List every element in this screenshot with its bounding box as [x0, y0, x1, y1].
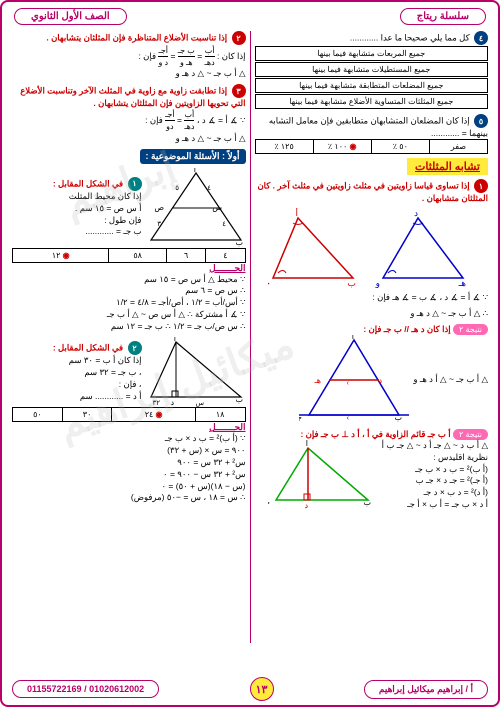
svg-text:هـ: هـ [458, 278, 467, 288]
svg-text:ب: ب [235, 395, 243, 404]
result-3: نتيجة ٢ أ ب جـ قائم الزاوية في أ ، أ د ⊥… [255, 429, 489, 511]
q5: ٥ إذا كان المضلعان المتشابهان متطابقين ف… [255, 114, 489, 154]
q5-opt-3: ١٢٥ ٪ [256, 140, 313, 153]
footer: أ / إبراهيم ميكائيل إبراهيم ١٣ 010206120… [2, 677, 498, 701]
svg-text:هـ: هـ [314, 376, 322, 385]
svg-text:٥: ٥ [175, 185, 179, 192]
result2-label: نتيجة ٢ [453, 324, 488, 335]
svg-text:٤: ٤ [222, 221, 226, 228]
p1-options: ٤٦٥٨◉ ١٢ [12, 248, 246, 263]
p2-solution: ∵ (أ ب)² = ب د × ب جـ ٩٠٠ = س × (س + ٣٢)… [12, 433, 246, 504]
problem-1: أبجـ سص ٤٥ ٤٣ ١ في الشكل المقابل : إذا ك… [12, 168, 246, 333]
grade-pill: الصف الأول الثانوي [14, 8, 127, 25]
q4-opt-3: جميع المثلثات المتساوية الأضلاع متشابهة … [255, 94, 489, 109]
svg-text:›: › [347, 415, 350, 422]
svg-text:س: س [212, 203, 222, 212]
svg-text:جـ: جـ [299, 413, 302, 422]
result3-label: نتيجة ٢ [453, 429, 488, 440]
content: ٤ كل مما يلي صحيحا ما عدا ............ ج… [6, 27, 494, 647]
page: إبراهيم ميكائيل إبراهيم سلسلة ريتاج الصف… [0, 0, 500, 707]
q5-opt-2: ◉ ١٠٠ ٪ [313, 140, 371, 153]
rule-1: ١ إذا تساوى قياسا زاويتين في مثلث زاويتي… [255, 179, 489, 204]
author-pill: أ / إبراهيم ميكائيل إبراهيم [364, 680, 488, 699]
result3-lines: △ أ ب د ~ △ جـ أ د ~ △ جـ ب أ نظرية اقلي… [382, 440, 488, 511]
result2-text: إذا كان د هـ // ب جـ فإن : [363, 324, 450, 334]
p2-solution-label: الحـــــــل [12, 422, 246, 433]
svg-text:أ: أ [352, 335, 354, 341]
svg-text:ب: ب [235, 238, 243, 247]
svg-text:٣: ٣ [157, 221, 161, 228]
rule2-number: ٢ [232, 31, 246, 45]
header: سلسلة ريتاج الصف الأول الثانوي [6, 6, 494, 27]
svg-text:ص: ص [154, 203, 164, 212]
rule1-text: إذا تساوى قياسا زاويتين في مثلث زاويتين … [257, 181, 488, 204]
rule2-text: إذا تناسبت الأضلاع المتناظرة فإن المثلثا… [46, 33, 227, 43]
rule1-number: ١ [474, 179, 488, 193]
rule-2: ٢ إذا تناسبت الأضلاع المتناظرة فإن المثل… [12, 31, 246, 80]
section-title: تشابه المثلثات [407, 158, 488, 175]
q5-opt-1: ٥٠ ٪ [371, 140, 429, 153]
svg-text:و: و [375, 278, 380, 288]
rule3-text: إذا تطابقت زاوية مع زاوية في المثلث الآخ… [20, 86, 245, 109]
svg-text:س: س [195, 400, 204, 407]
q4-opt-2: جميع المضلعات المتطابقة متشابهة فيما بين… [255, 78, 489, 93]
triangles-1: أ ب جـ د هـ و [268, 208, 488, 288]
triangle-right: أ ب جـ د [268, 440, 378, 510]
svg-text:ب: ب [395, 413, 403, 422]
svg-text:د: د [414, 208, 418, 218]
svg-text:أ: أ [193, 168, 195, 174]
problem-2: أبجـد س٣٢ ٢ في الشكل المقابل : إذا كان أ… [12, 337, 246, 504]
page-number: ١٣ [250, 677, 274, 701]
rule1-line-0: ∵ ∡ أ = ∡ د ، ∡ ب = ∡ هـ فإن : [255, 292, 489, 304]
q5-opt-0: صفر [429, 140, 487, 153]
series-pill: سلسلة ريتاج [400, 8, 486, 25]
svg-text:د: د [304, 501, 308, 510]
svg-text:د: د [379, 376, 383, 385]
triangle-nested: أ ب جـ د هـ › › [299, 335, 409, 425]
svg-text:جـ: جـ [268, 498, 270, 507]
phones-pill: 01020612002 / 01155722169 [12, 680, 159, 698]
svg-text:أ: أ [295, 208, 298, 218]
p1-triangle: أبجـ سص ٤٥ ٤٣ [146, 168, 246, 248]
p2-triangle: أبجـد س٣٢ [146, 337, 246, 407]
result3-text: أ ب جـ قائم الزاوية في أ ، أ د ⊥ ب جـ فإ… [300, 429, 450, 439]
svg-text:أ: أ [305, 440, 307, 448]
svg-text:›: › [347, 380, 350, 387]
q4-number: ٤ [474, 31, 488, 45]
right-column: ٤ كل مما يلي صحيحا ما عدا ............ ج… [250, 31, 489, 643]
rule-3: ٣ إذا تطابقت زاوية مع زاوية في المثلث ال… [12, 84, 246, 144]
q5-options: صفر ٥٠ ٪ ◉ ١٠٠ ٪ ١٢٥ ٪ [255, 139, 489, 154]
svg-text:جـ: جـ [268, 278, 270, 288]
svg-text:ب: ب [363, 498, 371, 507]
q4-opt-0: جميع المربعات متشابهة فيما بينها [255, 46, 489, 61]
q5-stem: إذا كان المضلعان المتشابهان متطابقين فإن… [269, 116, 488, 139]
left-column: ٢ إذا تناسبت الأضلاع المتناظرة فإن المثل… [12, 31, 246, 643]
rule3-number: ٣ [232, 84, 246, 98]
result2-line: △ أ ب جـ ~ △ أ د هـ و [413, 374, 488, 386]
svg-text:ب: ب [348, 278, 356, 288]
svg-text:د: د [170, 398, 174, 407]
svg-text:أ: أ [173, 337, 175, 343]
q4-opt-1: جميع المستطيلات متشابهة فيما بينها [255, 62, 489, 77]
p1-solution: ∵ محيط △ أ س ص = ١٥ سم ∴ س ص = ٦ سم ∵ أس… [12, 274, 246, 333]
q5-number: ٥ [474, 114, 488, 128]
result-2: نتيجة ٢ إذا كان د هـ // ب جـ فإن : △ أ ب… [255, 324, 489, 425]
q4: ٤ كل مما يلي صحيحا ما عدا ............ ج… [255, 31, 489, 110]
rule1-line-1: ∴ △ أ ب جـ ~ △ د هـ و [255, 308, 489, 320]
p1-solution-label: الحـــــــل [12, 263, 246, 274]
q4-stem: كل مما يلي صحيحا ما عدا ............ [350, 33, 470, 43]
objective-title: أولاً : الأسئلة الموضوعية : [140, 149, 246, 164]
svg-text:٤: ٤ [207, 185, 211, 192]
p2-options: ١٨◉ ٢٤٣٠٥٠ [12, 407, 246, 422]
svg-text:٣٢: ٣٢ [152, 400, 160, 407]
